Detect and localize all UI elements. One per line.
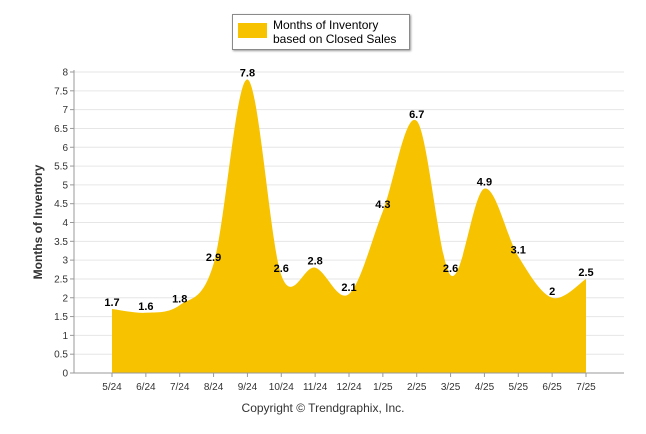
y-tick-label: 3 <box>62 256 68 267</box>
y-tick-label: 0.5 <box>54 350 68 361</box>
y-tick-label: 1 <box>62 331 68 342</box>
data-label: 2.5 <box>578 267 593 279</box>
x-axis-ticks: 5/24 6/24 7/24 8/24 9/24 10/24 11/24 12/24 1/25 2… <box>102 373 596 393</box>
y-tick-label: 3.5 <box>54 237 68 248</box>
data-label: 2 <box>549 286 555 298</box>
area-fill <box>112 79 586 374</box>
x-tick-label: 7/25 <box>576 382 596 393</box>
data-label: 4.3 <box>375 199 390 211</box>
y-tick-label: 4 <box>62 218 68 229</box>
y-tick-label: 6 <box>62 143 68 154</box>
x-tick-label: 7/24 <box>170 382 190 393</box>
x-tick-label: 9/24 <box>238 382 258 393</box>
data-label: 2.1 <box>341 282 356 294</box>
data-label: 6.7 <box>409 109 424 121</box>
y-tick-label: 7.5 <box>54 86 68 97</box>
data-label: 2.9 <box>206 252 221 264</box>
data-label: 3.1 <box>511 244 526 256</box>
data-label: 2.8 <box>307 256 322 268</box>
y-axis-title: Months of Inventory <box>31 164 45 280</box>
y-tick-label: 2.5 <box>54 274 68 285</box>
copyright-footer: Copyright © Trendgraphix, Inc. <box>241 401 405 415</box>
y-tick-label: 4.5 <box>54 199 68 210</box>
x-tick-label: 2/25 <box>407 382 427 393</box>
legend: Months of Inventory based on Closed Sale… <box>232 14 410 50</box>
x-tick-label: 5/24 <box>102 382 122 393</box>
data-label: 2.6 <box>443 263 458 275</box>
x-tick-label: 12/24 <box>336 382 361 393</box>
x-tick-label: 4/25 <box>475 382 495 393</box>
x-tick-label: 6/24 <box>136 382 156 393</box>
legend-swatch <box>238 23 267 38</box>
legend-label: Months of Inventory based on Closed Sale… <box>273 18 397 46</box>
x-tick-label: 5/25 <box>509 382 529 393</box>
y-tick-label: 0 <box>62 369 68 380</box>
y-tick-label: 2 <box>62 293 68 304</box>
x-tick-label: 11/24 <box>303 382 328 393</box>
data-label: 1.6 <box>138 301 153 313</box>
x-tick-label: 8/24 <box>204 382 224 393</box>
data-label: 2.6 <box>274 263 289 275</box>
gridlines <box>74 71 624 374</box>
data-label: 7.8 <box>240 68 255 80</box>
y-axis-ticks: 0 0.5 1 1.5 2 2.5 3 3.5 4 4.5 5 5.5 6 6.5 7 7.5 8 <box>54 68 74 380</box>
y-tick-label: 5 <box>62 180 68 191</box>
data-label: 4.9 <box>477 177 492 189</box>
x-tick-label: 10/24 <box>269 382 294 393</box>
data-label: 1.8 <box>172 293 187 305</box>
x-tick-label: 3/25 <box>441 382 461 393</box>
y-tick-label: 6.5 <box>54 124 68 135</box>
x-tick-label: 1/25 <box>373 382 393 393</box>
y-tick-label: 1.5 <box>54 312 68 323</box>
x-tick-label: 6/25 <box>542 382 562 393</box>
data-label: 1.7 <box>104 297 119 309</box>
y-tick-label: 5.5 <box>54 162 68 173</box>
area-series <box>112 79 586 374</box>
data-labels: 1.7 1.6 1.8 2.9 7.8 2.6 2.8 2.1 4.3 6.7 2.6 4.9 3.1 2… <box>104 68 593 313</box>
y-tick-label: 7 <box>62 105 68 116</box>
y-tick-label: 8 <box>62 68 68 79</box>
